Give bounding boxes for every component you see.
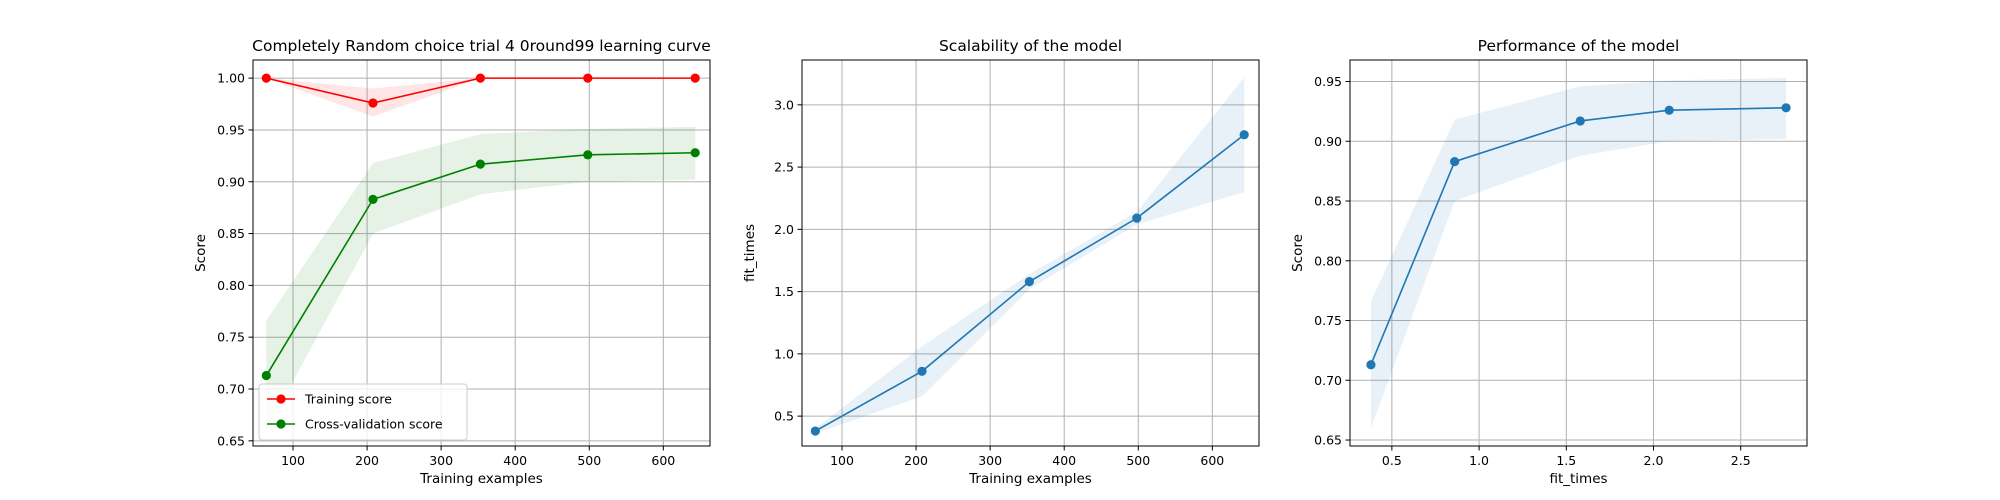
chart-title: Performance of the model xyxy=(1478,37,1680,55)
y-tick-label: 0.5 xyxy=(774,409,794,424)
x-tick-label: 600 xyxy=(1200,453,1224,468)
y-tick-label: 1.5 xyxy=(774,284,794,299)
x-axis-label: Training examples xyxy=(419,471,543,487)
data-point xyxy=(1450,156,1460,167)
data-point xyxy=(261,370,271,381)
x-tick-label: 300 xyxy=(978,453,1002,468)
y-tick-label: 0.80 xyxy=(217,278,245,293)
data-point xyxy=(917,366,927,376)
y-tick-label: 1.00 xyxy=(217,71,245,86)
y-tick-label: 1.0 xyxy=(774,346,794,361)
data-point xyxy=(583,150,593,160)
confidence-band-1 xyxy=(1370,77,1787,429)
data-point xyxy=(1239,130,1249,140)
y-tick-label: 0.70 xyxy=(1314,373,1342,388)
x-axis-label: Training examples xyxy=(968,471,1092,487)
data-point xyxy=(1132,213,1142,223)
legend: Training score Cross-validation score xyxy=(258,383,468,441)
data-point xyxy=(1366,360,1376,370)
y-tick-label: 0.75 xyxy=(217,330,245,345)
y-axis-label: Score xyxy=(193,234,209,272)
x-tick-label: 100 xyxy=(830,453,854,468)
x-tick-label: 2.0 xyxy=(1644,453,1664,468)
data-point xyxy=(1024,277,1034,287)
chart-1: 100 200 300 400 500 600 0.65 0.70 0.75 0.80 0.85 0.… xyxy=(193,37,711,487)
x-tick-label: 500 xyxy=(577,453,601,468)
x-tick-label: 0.5 xyxy=(1382,453,1402,468)
x-tick-label: 100 xyxy=(281,453,305,468)
y-tick-label: 0.80 xyxy=(1314,253,1342,268)
data-point xyxy=(690,73,700,83)
y-tick-label: 0.90 xyxy=(1314,134,1342,149)
legend-label: Cross-validation score xyxy=(305,417,443,432)
data-point xyxy=(368,194,378,204)
y-tick-label: 0.95 xyxy=(217,122,245,137)
x-tick-label: 2.5 xyxy=(1731,453,1751,468)
x-tick-label: 1.0 xyxy=(1469,453,1489,468)
y-tick-label: 3.0 xyxy=(774,97,794,112)
x-tick-label: 400 xyxy=(503,453,527,468)
y-tick-label: 0.75 xyxy=(1314,313,1342,328)
data-point xyxy=(810,426,820,436)
chart-title: Completely Random choice trial 4 0round9… xyxy=(252,37,711,55)
data-point xyxy=(368,98,378,108)
confidence-band-1 xyxy=(266,78,696,117)
y-tick-label: 0.65 xyxy=(217,433,245,448)
y-tick-label: 0.70 xyxy=(217,382,245,397)
y-tick-label: 0.85 xyxy=(217,226,245,241)
legend-marker xyxy=(276,419,286,429)
y-tick-label: 0.85 xyxy=(1314,194,1342,209)
x-tick-label: 200 xyxy=(904,453,928,468)
data-point xyxy=(1575,116,1585,126)
legend-marker xyxy=(276,394,286,404)
data-point xyxy=(261,73,271,83)
x-tick-label: 300 xyxy=(429,453,453,468)
data-point xyxy=(583,73,593,83)
y-tick-label: 2.0 xyxy=(774,222,794,237)
chart-title: Scalability of the model xyxy=(939,37,1122,55)
chart-3: 0.5 1.0 1.5 2.0 2.5 0.65 0.70 0.75 0.80 0.85 0.90 0… xyxy=(1290,37,1808,487)
chart-2: 100 200 300 400 500 600 0.5 1.0 1.5 2.0 2.5 3.0 Scal… xyxy=(742,37,1260,487)
plot-frame xyxy=(1349,59,1808,447)
x-tick-label: 1.5 xyxy=(1556,453,1576,468)
x-tick-label: 200 xyxy=(355,453,379,468)
y-axis-label: fit_times xyxy=(742,224,758,282)
legend-label: Training score xyxy=(304,392,392,407)
x-tick-label: 600 xyxy=(651,453,675,468)
data-point xyxy=(690,148,700,158)
x-axis-label: fit_times xyxy=(1549,471,1607,487)
data-point xyxy=(475,73,485,83)
plot-frame xyxy=(252,59,711,447)
confidence-band-1 xyxy=(815,77,1245,434)
y-tick-label: 0.95 xyxy=(1314,74,1342,89)
x-tick-label: 400 xyxy=(1052,453,1076,468)
y-tick-label: 0.90 xyxy=(217,174,245,189)
y-tick-label: 2.5 xyxy=(774,160,794,175)
data-point xyxy=(1664,105,1674,115)
plot-frame xyxy=(801,59,1260,447)
data-point xyxy=(475,159,485,169)
y-axis-label: Score xyxy=(1290,234,1306,272)
x-tick-label: 500 xyxy=(1126,453,1150,468)
data-point xyxy=(1781,103,1791,113)
y-tick-label: 0.65 xyxy=(1314,433,1342,448)
legend-box xyxy=(258,383,468,441)
